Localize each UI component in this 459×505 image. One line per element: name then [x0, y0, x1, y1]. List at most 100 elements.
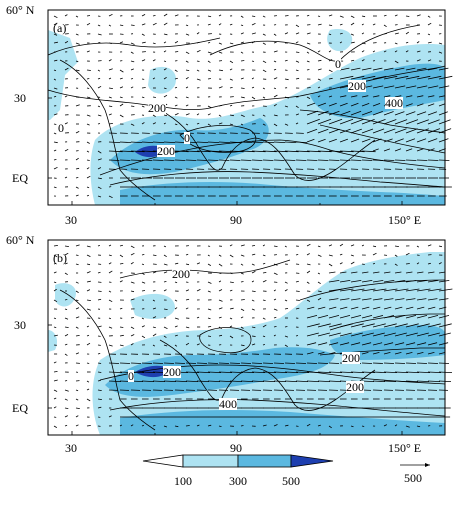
wind-vector: [86, 69, 91, 71]
wind-vector: [361, 23, 364, 26]
wind-vector: [141, 290, 146, 292]
wind-vector: [416, 280, 428, 283]
wind-vector: [295, 371, 310, 373]
wind-vector: [262, 254, 266, 257]
wind-vector: [130, 78, 134, 80]
wind-vector: [86, 263, 91, 266]
wind-vector: [86, 362, 90, 364]
wind-vector: [152, 15, 156, 17]
wind-vector: [284, 105, 289, 108]
wind-vector: [64, 380, 68, 382]
wind-vector: [273, 289, 277, 292]
wind-vector: [207, 69, 212, 72]
wind-vector: [328, 280, 340, 283]
wind-vector: [339, 253, 343, 256]
contour-label-a-5: 0: [58, 121, 64, 135]
wind-vector: [108, 270, 113, 274]
wind-vector: [119, 244, 124, 247]
wind-vector: [416, 352, 424, 355]
wind-vector: [317, 128, 329, 134]
wind-vector: [361, 138, 371, 143]
wind-vector: [372, 288, 387, 292]
wind-vector: [273, 41, 277, 44]
contour-label-b-6: 200: [346, 380, 364, 394]
wind-vector: [229, 141, 242, 143]
wind-vector: [328, 371, 343, 373]
wind-vector: [53, 254, 58, 258]
wind-vector: [119, 254, 124, 258]
wind-vector: [119, 103, 124, 107]
wind-vector: [119, 326, 124, 328]
wind-vector: [361, 150, 376, 153]
wind-vector: [361, 75, 376, 80]
wind-vector: [361, 352, 369, 355]
wind-vector: [53, 149, 57, 152]
wind-vector: [174, 307, 178, 310]
wind-vector: [350, 371, 365, 373]
wind-vector: [53, 123, 57, 125]
wind-vector: [405, 252, 410, 256]
wind-vector: [394, 280, 406, 283]
wind-vector: [383, 323, 397, 328]
wind-vector: [416, 271, 424, 274]
wind-vector: [240, 362, 252, 364]
wind-vector: [317, 254, 322, 257]
wind-vector: [163, 281, 167, 283]
wind-vector: [207, 23, 211, 26]
wind-vector: [405, 15, 410, 17]
wind-vector: [108, 24, 112, 27]
wind-vector: [64, 262, 68, 265]
wind-vector: [416, 85, 428, 89]
wind-vector: [350, 59, 355, 62]
wind-vector: [218, 289, 223, 292]
wind-vector: [97, 271, 101, 274]
wind-vector: [339, 298, 350, 301]
wind-vector: [339, 138, 349, 143]
coastline-b-1: [59, 289, 156, 431]
wind-vector: [207, 308, 212, 311]
wind-vector: [130, 334, 135, 337]
wind-vector: [405, 111, 416, 116]
wind-vector: [427, 75, 442, 80]
wind-vector: [251, 380, 265, 382]
wind-vector: [427, 288, 442, 292]
wind-vector: [416, 103, 424, 107]
wind-vector: [108, 87, 113, 89]
wind-vector: [273, 272, 278, 275]
wind-vector: [75, 299, 79, 301]
wind-vector: [185, 123, 189, 126]
wind-vector: [262, 335, 266, 338]
wind-vector: [416, 75, 431, 80]
wind-vector: [229, 380, 243, 382]
wind-vector: [284, 78, 289, 81]
wind-vector: [394, 128, 407, 134]
wind-vector: [438, 138, 449, 143]
wind-vector: [273, 150, 288, 153]
wind-vector: [383, 288, 398, 292]
wind-vector: [262, 87, 265, 90]
wind-vector: [405, 323, 419, 328]
wind-vector: [438, 288, 453, 292]
wind-vector: [86, 425, 91, 427]
wind-vector: [141, 96, 145, 99]
wind-vector: [306, 96, 311, 99]
wind-vector: [174, 281, 178, 284]
wind-vector: [383, 271, 391, 274]
wind-vector: [86, 123, 90, 126]
wind-vector: [438, 271, 446, 274]
wind-vector: [185, 307, 189, 310]
wind-vector: [361, 342, 372, 346]
wind-vector: [251, 86, 255, 89]
wind-vector: [262, 362, 274, 364]
wind-vector: [306, 42, 311, 45]
wind-vector: [75, 335, 80, 337]
wind-vector: [295, 51, 300, 53]
wind-vector: [108, 254, 112, 257]
wind-vector: [75, 157, 79, 161]
wind-vector: [229, 60, 234, 64]
wind-vector: [405, 50, 409, 53]
wind-vector: [207, 317, 211, 320]
wind-vector: [383, 119, 397, 125]
wind-vector: [361, 280, 373, 283]
wind-vector: [185, 263, 190, 266]
